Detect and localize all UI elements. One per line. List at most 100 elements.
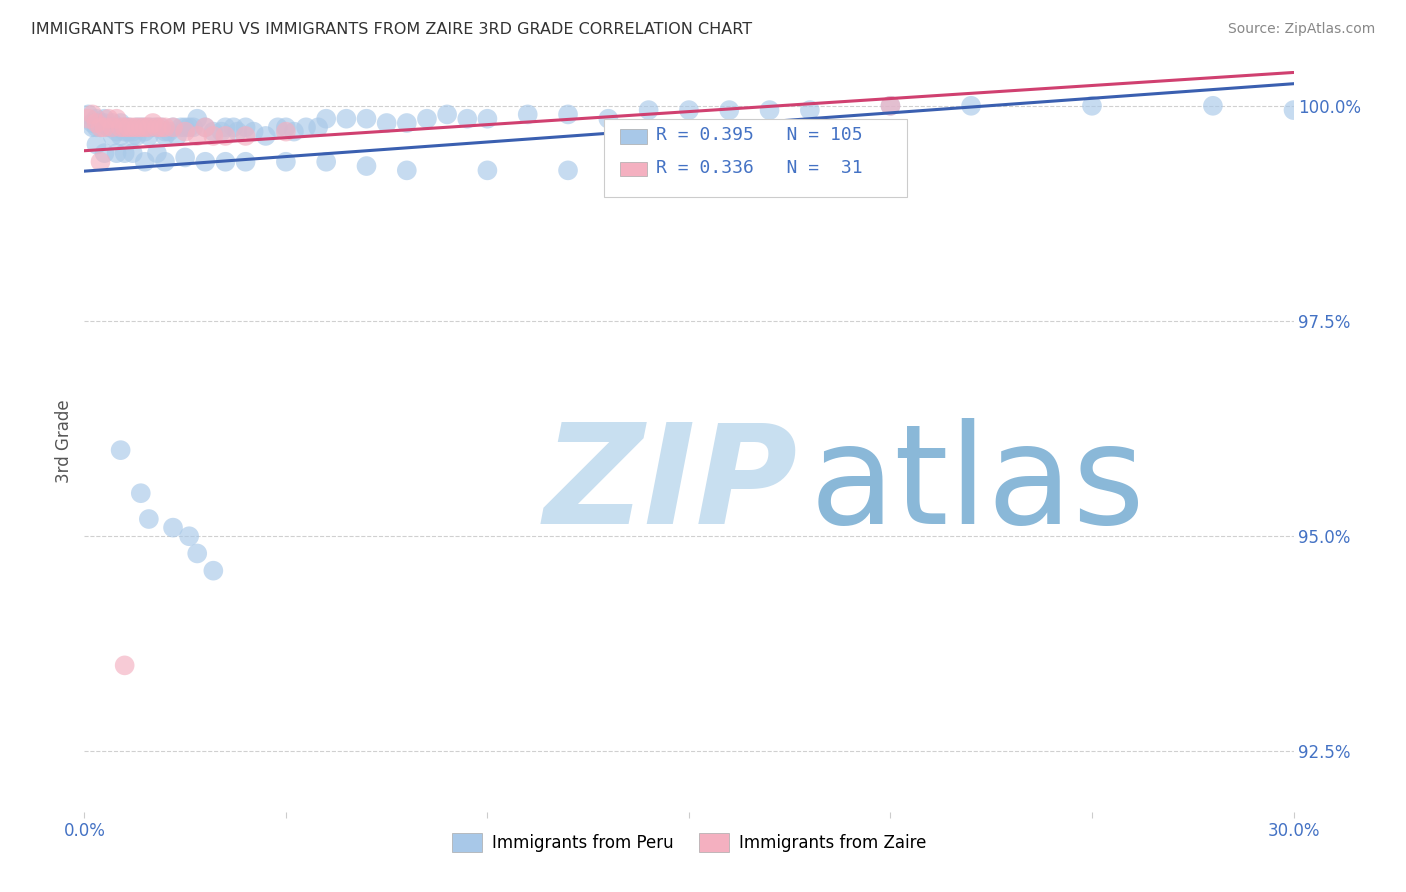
Point	[114, 125, 136, 139]
Point	[283, 125, 305, 139]
Point	[101, 128, 124, 143]
Text: atlas: atlas	[810, 418, 1146, 553]
Point	[356, 159, 378, 173]
Point	[557, 163, 579, 178]
Point	[557, 107, 579, 121]
Point	[118, 125, 141, 139]
Point	[960, 99, 983, 113]
Point	[477, 163, 499, 178]
Point	[89, 120, 111, 135]
Point	[879, 99, 901, 113]
Point	[134, 125, 156, 139]
FancyBboxPatch shape	[620, 161, 647, 177]
Point	[395, 116, 418, 130]
Point	[202, 125, 225, 139]
Point	[149, 120, 172, 135]
Point	[129, 120, 152, 135]
Point	[1202, 99, 1225, 113]
Point	[121, 146, 143, 161]
Point	[194, 120, 217, 135]
Point	[105, 146, 128, 161]
Point	[181, 120, 204, 135]
Point	[97, 120, 120, 135]
Point	[101, 120, 124, 135]
Point	[105, 112, 128, 126]
Point	[153, 128, 176, 143]
Point	[1282, 103, 1305, 117]
Point	[166, 128, 188, 143]
Text: ZIP: ZIP	[544, 418, 799, 553]
Point	[235, 120, 257, 135]
Text: R = 0.336   N =  31: R = 0.336 N = 31	[657, 159, 863, 177]
Point	[214, 120, 236, 135]
Point	[174, 151, 197, 165]
Point	[93, 116, 115, 130]
Point	[97, 112, 120, 126]
Point	[295, 120, 318, 135]
Point	[114, 120, 136, 135]
Point	[86, 112, 108, 126]
Point	[202, 128, 225, 143]
Point	[335, 112, 357, 126]
Point	[202, 564, 225, 578]
Point	[254, 128, 277, 143]
Point	[146, 146, 169, 161]
Point	[77, 112, 100, 126]
Point	[129, 486, 152, 500]
Point	[86, 120, 108, 135]
Point	[110, 443, 132, 458]
Point	[105, 125, 128, 139]
Point	[114, 120, 136, 135]
Point	[97, 120, 120, 135]
Point	[93, 146, 115, 161]
Point	[118, 120, 141, 135]
Point	[416, 112, 439, 126]
Point	[456, 112, 478, 126]
Point	[637, 103, 659, 117]
Point	[146, 120, 169, 135]
Point	[86, 116, 108, 130]
Point	[162, 120, 184, 135]
Point	[138, 512, 160, 526]
Point	[516, 107, 538, 121]
Point	[93, 112, 115, 126]
Point	[758, 103, 780, 117]
Point	[1081, 99, 1104, 113]
Point	[598, 112, 620, 126]
Point	[89, 120, 111, 135]
Point	[118, 120, 141, 135]
Point	[134, 120, 156, 135]
Point	[134, 154, 156, 169]
Point	[174, 120, 197, 135]
Point	[121, 120, 143, 135]
Point	[315, 154, 337, 169]
Point	[194, 154, 217, 169]
Point	[89, 154, 111, 169]
Point	[125, 120, 148, 135]
Point	[274, 120, 297, 135]
Point	[718, 103, 741, 117]
FancyBboxPatch shape	[605, 120, 907, 197]
Point	[121, 128, 143, 143]
Point	[142, 116, 165, 130]
FancyBboxPatch shape	[620, 129, 647, 144]
Point	[179, 529, 201, 543]
Point	[86, 137, 108, 152]
Point	[222, 120, 245, 135]
Point	[375, 116, 398, 130]
Point	[157, 125, 180, 139]
Point	[149, 120, 172, 135]
Point	[129, 120, 152, 135]
Point	[138, 120, 160, 135]
Point	[153, 154, 176, 169]
Point	[186, 546, 208, 560]
Point	[125, 128, 148, 143]
Y-axis label: 3rd Grade: 3rd Grade	[55, 400, 73, 483]
Point	[186, 128, 208, 143]
Point	[77, 107, 100, 121]
Text: R = 0.395   N = 105: R = 0.395 N = 105	[657, 126, 863, 144]
Point	[110, 128, 132, 143]
Point	[274, 154, 297, 169]
Point	[138, 120, 160, 135]
Point	[356, 112, 378, 126]
